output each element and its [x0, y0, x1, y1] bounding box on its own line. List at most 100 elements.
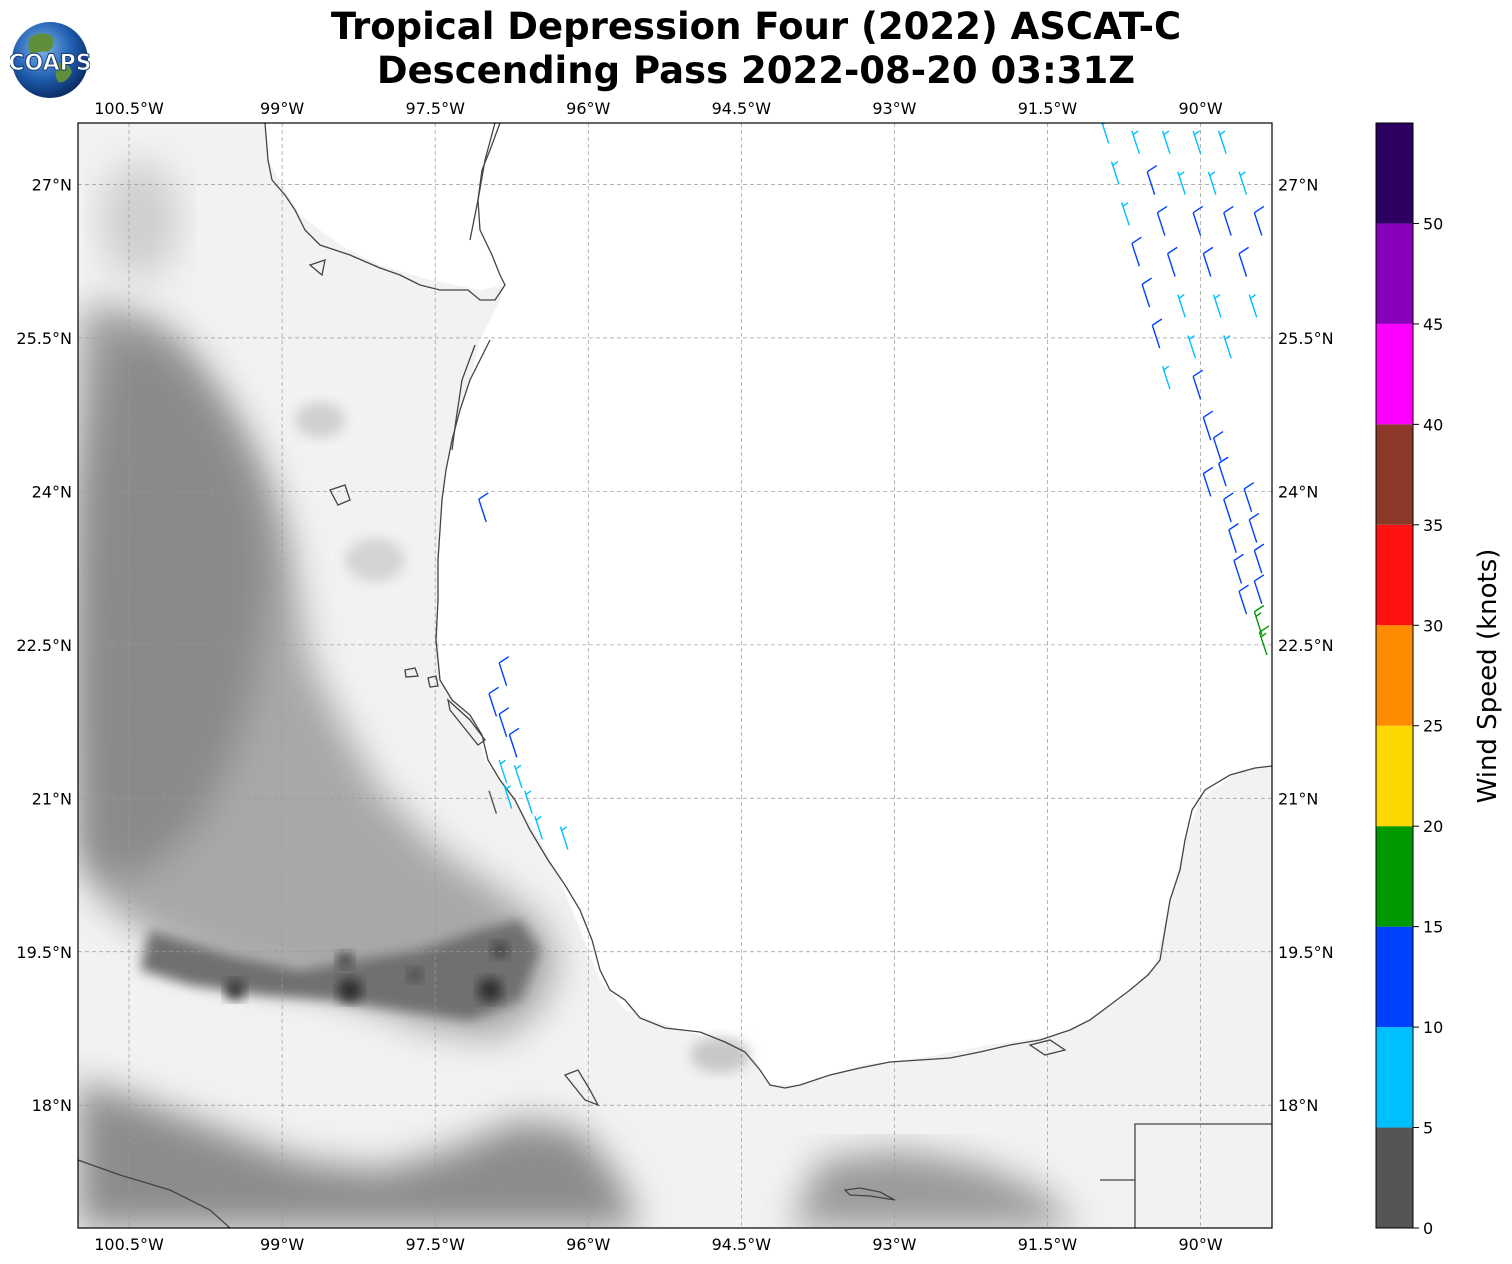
wind-barb-flag [1167, 246, 1178, 255]
laguna-madre [451, 344, 476, 451]
colorbar-tick-label: 25 [1423, 717, 1443, 736]
lon-tick-label-bottom: 90°W [1178, 1235, 1222, 1254]
lon-tick-label-top: 93°W [872, 99, 916, 118]
terminos-lagoon [1028, 1039, 1067, 1056]
mexico-gulf-coast [435, 339, 1272, 1089]
pacific-coast [78, 1159, 231, 1228]
wind-barb-flag [1151, 318, 1163, 326]
wind-barb [1100, 123, 1110, 144]
lat-tick-label-right: 18°N [1278, 1096, 1318, 1115]
colorbar-tick-label: 35 [1423, 516, 1443, 535]
colorbar-segment [1376, 826, 1413, 927]
wind-barb-staff [498, 662, 508, 686]
wind-barb-staff [1166, 253, 1176, 277]
wind-barb-flag [1202, 246, 1214, 255]
wind-barb-flag [1238, 584, 1249, 592]
wind-barb-flag [1253, 604, 1265, 613]
wind-barb-staff [1223, 212, 1232, 236]
padre-island [469, 123, 496, 241]
wind-barb-half-flag [1209, 171, 1216, 177]
wind-barb-flag [1223, 205, 1234, 214]
wind-barb [1192, 205, 1204, 236]
wind-barb-staff [488, 790, 498, 814]
wind-barb [1192, 130, 1202, 154]
wind-barb-flag [1248, 512, 1260, 521]
wind-barb-staff [1192, 376, 1202, 400]
wind-barb [1212, 430, 1224, 461]
lon-tick-label-top: 97.5°W [405, 99, 465, 118]
map-tick-labels: 100.5°W 100.5°W 99°W 99°W 97.5°W 97.5°W 96°W 96… [16, 99, 1333, 1254]
wind-barb-flag [478, 492, 489, 500]
colorbar-segment [1376, 123, 1413, 224]
wind-barb-flag [1238, 246, 1249, 255]
wind-barb-flag [1146, 164, 1158, 173]
wind-barb-flag [1218, 456, 1229, 464]
wind-barb [1121, 201, 1130, 226]
colorbar-tick-label: 45 [1423, 315, 1443, 334]
wind-barb-staff [1253, 580, 1263, 605]
wind-barb [1248, 294, 1258, 318]
wind-barb [1238, 584, 1249, 615]
lon-tick-label-bottom: 100.5°W [94, 1235, 164, 1254]
wind-barb [1212, 294, 1222, 318]
wind-barb [508, 727, 520, 758]
lon-tick-label-bottom: 93°W [872, 1235, 916, 1254]
wind-barb-half-flag [1122, 201, 1129, 207]
wind-barb [1161, 365, 1171, 390]
wind-barb-staff [1238, 253, 1248, 277]
lat-tick-label-right: 25.5°N [1278, 329, 1334, 348]
wind-barb-staff [1156, 212, 1166, 236]
wind-barb-flag [1243, 482, 1255, 490]
colorbar: 0 5 10 15 20 25 30 35 40 45 50 [1375, 122, 1443, 1238]
wind-barb [498, 759, 508, 784]
wind-barb [513, 764, 523, 789]
wind-barb-staff [1131, 243, 1140, 267]
wind-barb-staff [488, 693, 498, 717]
wind-barb-flag [1253, 205, 1265, 214]
wind-barb [488, 790, 498, 814]
colorbar-segment [1376, 524, 1413, 626]
wind-barb-half-flag [1219, 130, 1226, 136]
wind-barb-staff [1151, 325, 1161, 349]
lat-tick-label-left: 18°N [32, 1096, 72, 1115]
lat-tick-label-right: 21°N [1278, 789, 1318, 808]
wind-barb-half-flag [515, 764, 522, 770]
wind-barb [1177, 171, 1186, 195]
wind-barb-flag [498, 707, 510, 715]
colorbar-segment [1376, 926, 1413, 1028]
texas-gulf-coast [264, 123, 506, 301]
colorbar-segment [1376, 1127, 1413, 1228]
lon-tick-label-top: 99°W [260, 99, 304, 118]
wind-barb-staff [1212, 437, 1222, 461]
wind-barb-staff [1192, 212, 1202, 236]
wind-barb-flag [1202, 466, 1214, 475]
wind-barb-flag [1253, 574, 1265, 582]
wind-barb [498, 707, 510, 738]
wind-barb [1192, 369, 1204, 400]
tamiahua-lagoon [446, 698, 486, 746]
wind-barb-staff [1141, 284, 1151, 308]
wind-barb [1151, 318, 1163, 349]
wind-barb-half-flag [1102, 123, 1109, 126]
lon-tick-label-top: 91.5°W [1018, 99, 1078, 118]
wind-barb-half-flag [561, 826, 568, 831]
wind-barb [1131, 236, 1142, 267]
wind-barb-staff [1228, 529, 1237, 553]
colorbar-tick-label: 50 [1423, 214, 1443, 233]
wind-barb-half-flag [1224, 334, 1231, 340]
wind-barb [1161, 130, 1171, 154]
wind-barb-half-flag [525, 790, 532, 796]
wind-barb [1223, 334, 1232, 359]
wind-barb-staff [1223, 498, 1232, 523]
colorbar-tick-label: 10 [1423, 1018, 1443, 1037]
wind-barb-half-flag [1250, 294, 1257, 299]
lon-tick-label-top: 100.5°W [94, 99, 164, 118]
colorbar-tick-label: 5 [1423, 1119, 1433, 1138]
wind-barb-staff [508, 734, 518, 758]
wind-barb-half-flag [1178, 171, 1185, 177]
lon-tick-label-bottom: 96°W [566, 1235, 610, 1254]
wind-barb-flag [1253, 543, 1265, 551]
wind-barb-flag [1131, 236, 1142, 245]
colorbar-segment [1376, 625, 1413, 726]
